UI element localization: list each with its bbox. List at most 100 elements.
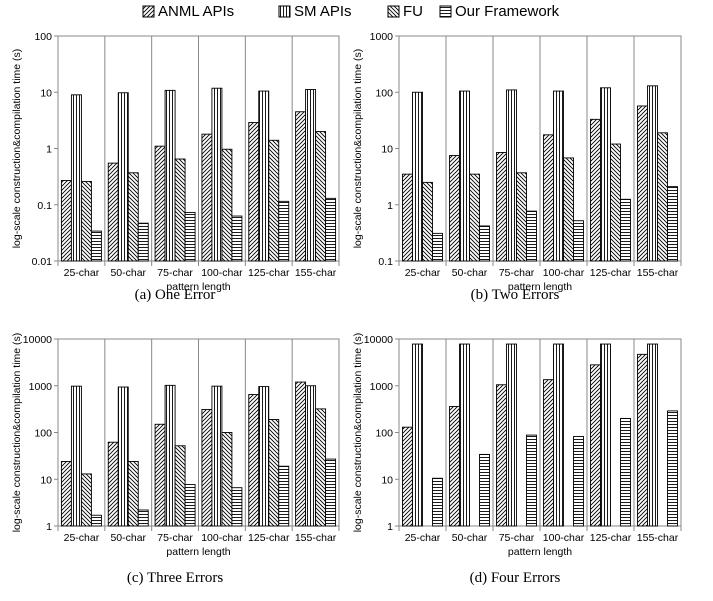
bar [221,148,233,262]
bar [479,225,490,262]
x-tick-label: 50-char [110,532,146,544]
x-tick-label: 155-char [295,532,337,544]
y-axis-label: log-scale construction&compilation time … [352,333,364,533]
x-tick-label: 75-char [157,532,193,544]
bar [637,353,648,527]
bar [496,384,507,527]
chart-panel: 0.1 1 10 100 1000 25-char 50-char 75-char 100-ch… [352,31,682,303]
y-tick-label: 100 [375,87,393,99]
y-tick-label: 100 [34,428,52,440]
bar [80,180,92,262]
bar [449,406,460,527]
bar [620,198,631,262]
bar [657,132,668,262]
y-tick-label: 10 [381,474,393,486]
x-tick-label: 75-char [499,267,535,279]
bar [70,94,82,262]
x-axis-label: pattern length [166,546,230,558]
panel-caption: (d) Four Errors [470,570,561,586]
bar [278,200,290,262]
bar [412,91,423,262]
bar [70,385,82,527]
bar [154,145,166,262]
y-tick-label: 1 [387,200,393,212]
bar [516,172,527,262]
bar [258,90,270,262]
legend-label: ANML APIs [158,3,234,20]
y-tick-label: 0.01 [32,256,53,268]
bar [127,172,139,262]
bar [573,220,584,262]
bar [432,232,443,262]
bar [315,408,327,527]
bar [459,90,470,262]
bar [637,105,648,262]
bar [402,426,413,527]
bar [164,384,176,527]
bar [600,87,611,262]
bar [127,461,139,527]
x-tick-label: 25-char [405,267,441,279]
legend-swatch [439,5,452,18]
bar [258,386,270,527]
x-tick-label: 100-char [201,267,243,279]
x-tick-label: 100-char [201,532,243,544]
bar [315,131,327,262]
bar [667,410,678,527]
y-tick-label: 1 [387,521,393,533]
bar [647,343,658,527]
bar [543,134,554,262]
bar [137,509,149,527]
x-tick-label: 100-char [543,267,585,279]
bar [432,477,443,527]
y-tick-label: 0.1 [378,256,393,268]
bar [600,343,611,527]
legend-label: Our Framework [455,3,560,20]
panel-caption: (a) One Error [135,287,216,303]
bar [60,180,72,262]
bar [164,89,176,262]
bar [90,230,102,262]
bar [107,441,119,527]
legend-item: SM APIs [278,3,352,20]
x-tick-label: 50-char [452,532,488,544]
x-tick-label: 75-char [157,267,193,279]
x-tick-label: 125-char [590,267,632,279]
bar [620,417,631,527]
bar [325,197,337,262]
x-tick-label: 100-char [543,532,585,544]
x-tick-label: 155-char [637,532,679,544]
charts: 0.01 0.1 1 10 100 25-char 50-char 75-char 100-ch… [11,31,682,586]
bar [107,162,119,262]
y-tick-label: 10 [381,144,393,156]
x-tick-label: 25-char [64,267,100,279]
bar [184,211,196,262]
x-axis-label: pattern length [508,546,572,558]
bar [117,386,129,527]
y-tick-label: 10000 [364,334,393,346]
bar [295,381,307,527]
y-tick-label: 10 [40,87,52,99]
bar [201,133,213,262]
bar [211,87,223,262]
y-tick-label: 10000 [23,334,52,346]
y-tick-label: 1000 [370,31,394,43]
y-tick-label: 100 [375,428,393,440]
bar [553,90,564,262]
bar [305,385,317,527]
legend-label: FU [403,3,423,20]
y-tick-label: 100 [34,31,52,43]
bar [184,484,196,527]
legend-item: FU [387,3,423,20]
x-tick-label: 50-char [110,267,146,279]
legend: ANML APIs SM APIs FU Our Framework [142,3,560,20]
chart-panel: 0.01 0.1 1 10 100 25-char 50-char 75-char 100-ch… [11,31,340,303]
bar [60,461,72,527]
bar [174,445,186,527]
bar [479,453,490,527]
bar [221,432,233,527]
legend-item: Our Framework [439,3,560,20]
bar [154,423,166,527]
bar [647,85,658,262]
